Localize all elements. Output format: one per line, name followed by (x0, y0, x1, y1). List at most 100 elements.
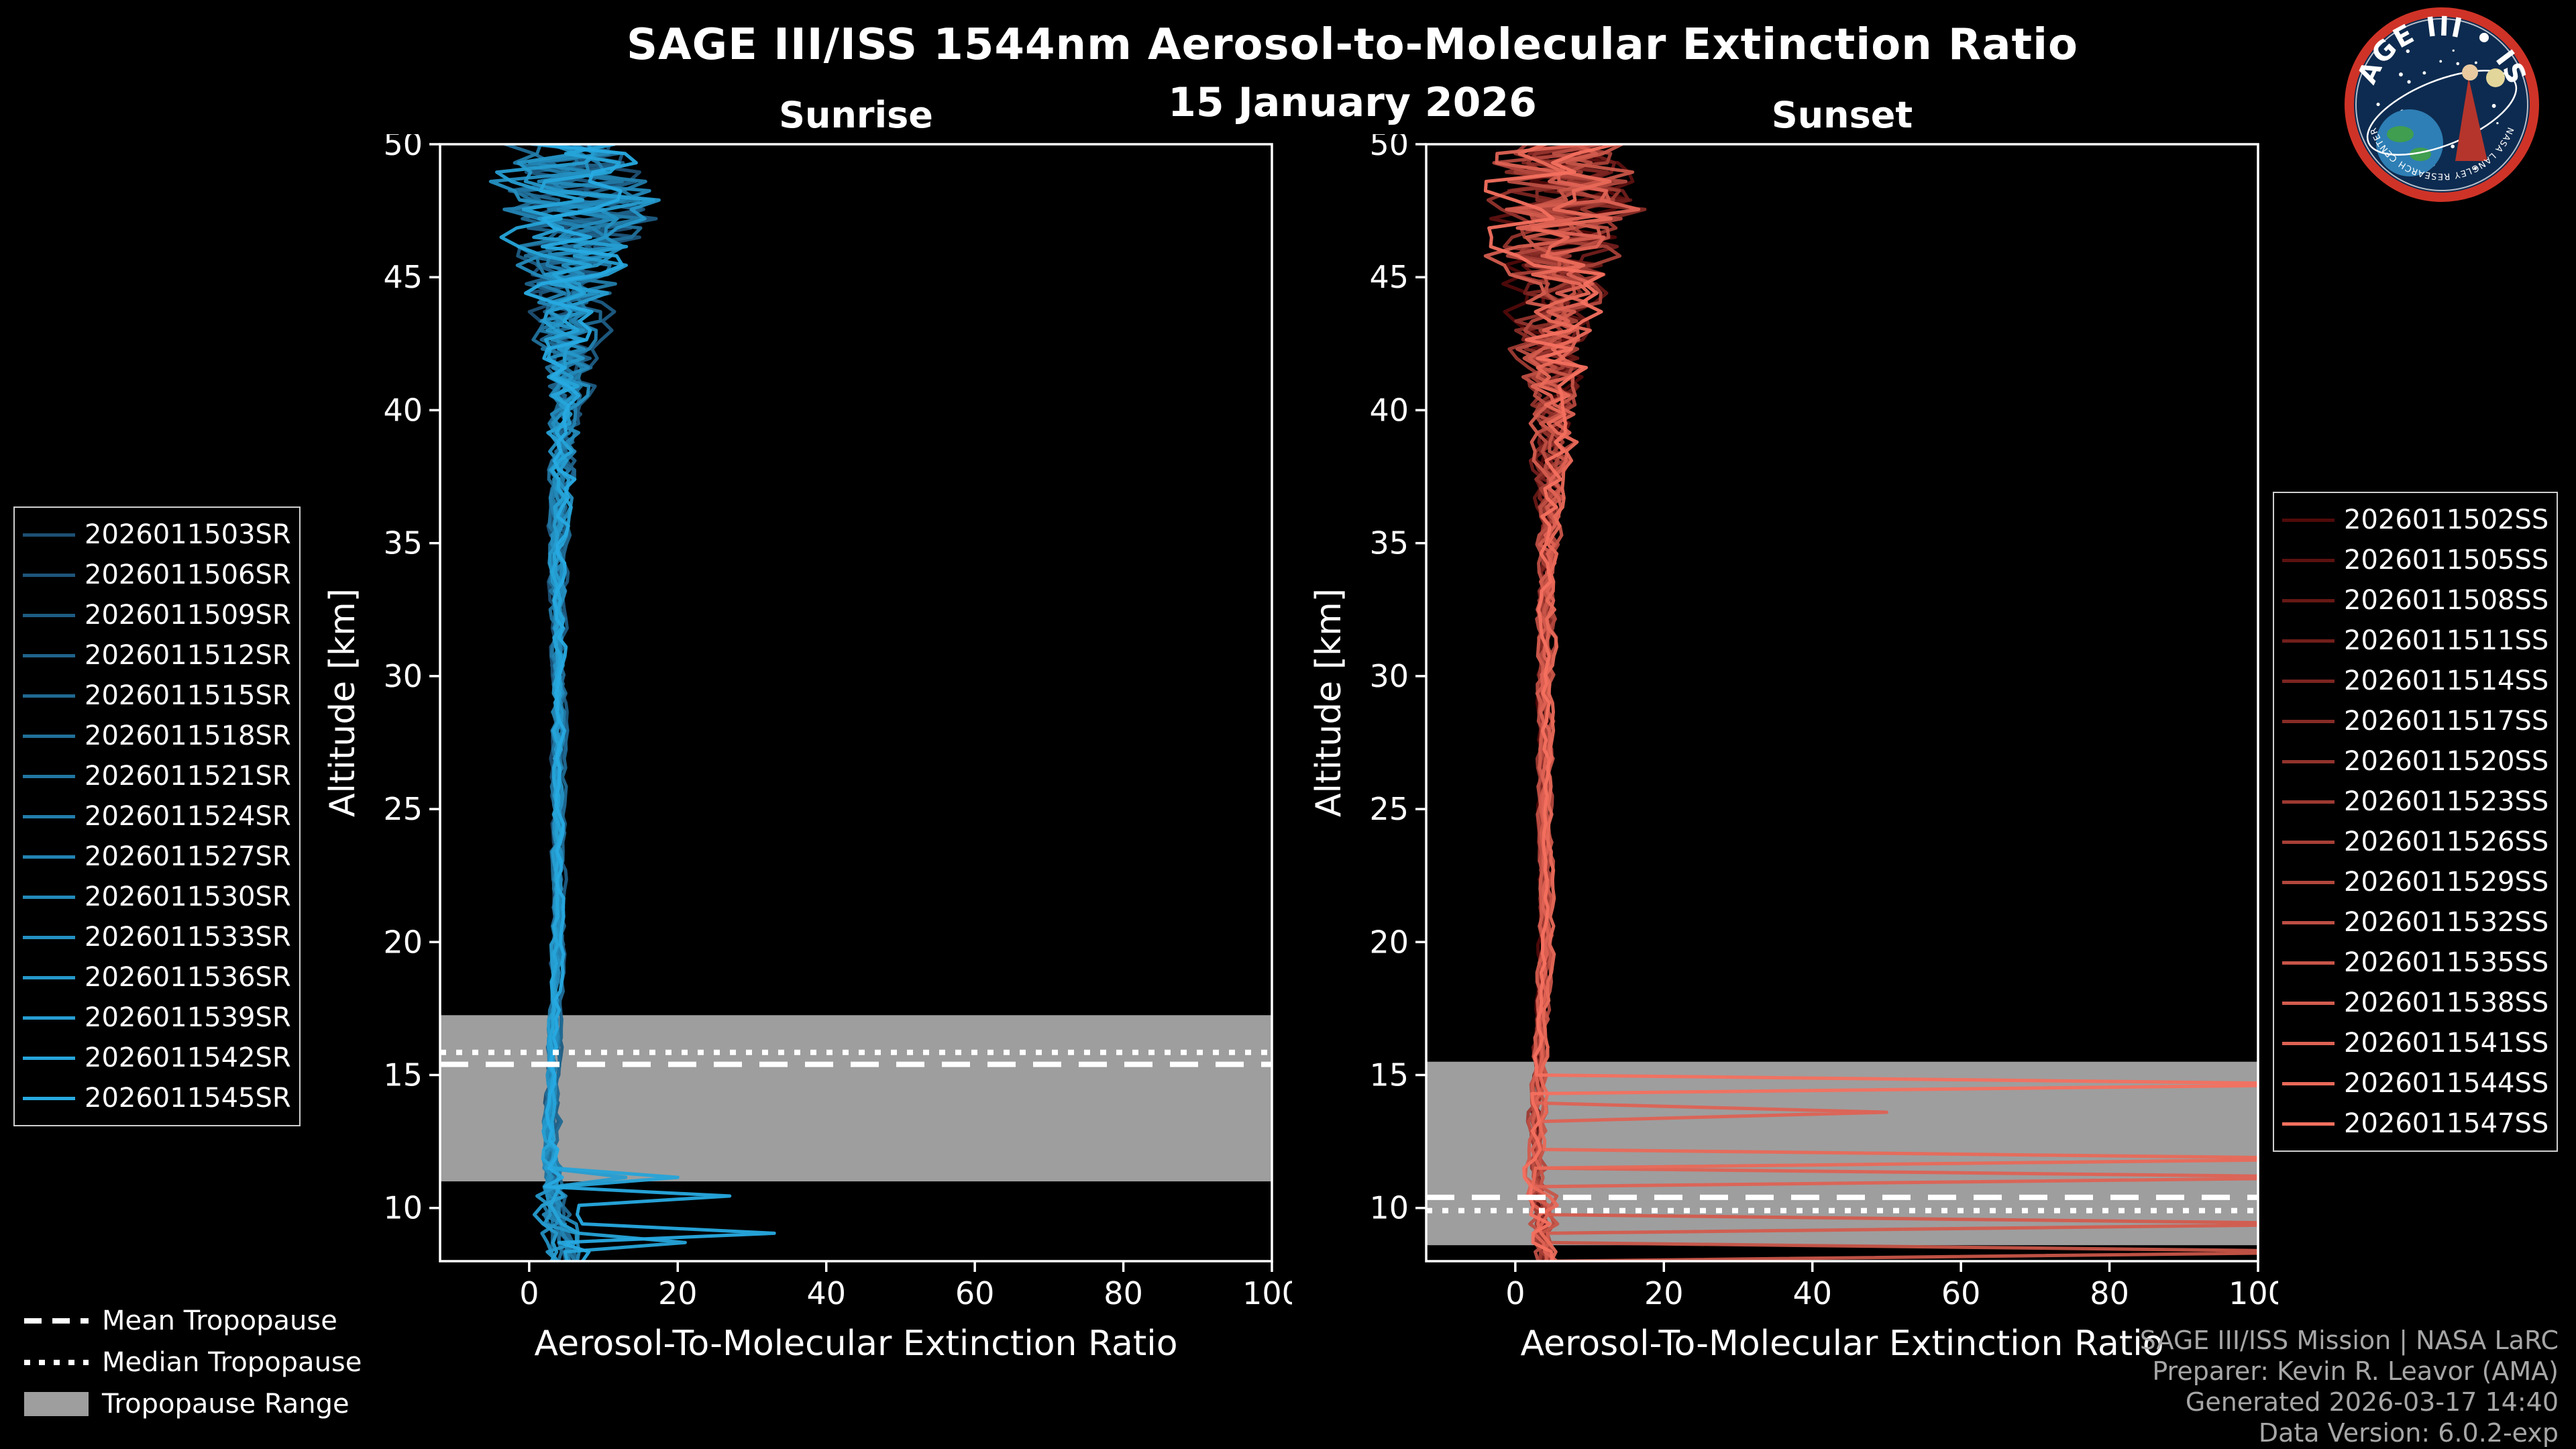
legend-item: 2026011518SR (23, 716, 291, 756)
legend-item: 2026011530SR (23, 877, 291, 917)
legend-label: 2026011533SR (85, 922, 291, 953)
legend-item-mean-tropopause: Mean Tropopause (24, 1305, 362, 1337)
credit-line: Generated 2026-03-17 14:40 (2185, 1387, 2559, 1417)
logo-star (2491, 103, 2496, 108)
legend-swatch (2282, 920, 2334, 924)
y-tick-label: 35 (383, 525, 423, 561)
legend-item: 2026011529SS (2282, 862, 2548, 902)
legend-label: 2026011518SR (85, 720, 291, 751)
legend-item: 2026011512SR (23, 635, 291, 676)
legend-swatch (23, 653, 75, 657)
legend-swatch (23, 774, 75, 778)
legend-item-median-tropopause: Median Tropopause (24, 1346, 362, 1379)
legend-item: 2026011520SS (2282, 741, 2548, 782)
legend-swatch (2282, 558, 2334, 562)
legend-label: 2026011538SS (2344, 987, 2549, 1018)
legend-swatch (23, 975, 75, 979)
legend-item: 2026011536SR (23, 957, 291, 998)
logo-inner-ring (2355, 18, 2528, 191)
y-axis-label: Altitude [km] (323, 588, 363, 817)
x-tick-label: 100 (2229, 1275, 2278, 1311)
figure-title: SAGE III/ISS 1544nm Aerosol-to-Molecular… (627, 20, 2078, 70)
legend-item: 2026011506SR (23, 555, 291, 595)
legend-swatch (2282, 639, 2334, 643)
range-swatch (24, 1392, 89, 1416)
legend-item: 2026011527SR (23, 837, 291, 877)
legend-swatch (2282, 759, 2334, 763)
sunset-plot: 0 20 40 60 80 100 10 15 20 25 30 35 40 45 50 Aerosol-To… (1309, 134, 2278, 1364)
legend-swatch (23, 533, 75, 537)
dashed-line-swatch (24, 1318, 89, 1324)
y-tick-label: 20 (383, 924, 423, 960)
series-group (1483, 144, 2258, 1261)
y-tick-label: 15 (1369, 1057, 1409, 1093)
legend-swatch (23, 734, 75, 738)
legend-item: 2026011508SS (2282, 580, 2548, 621)
legend-swatch (23, 814, 75, 818)
logo-star (2407, 80, 2411, 84)
legend-swatch (23, 1096, 75, 1100)
legend-label: 2026011512SR (85, 640, 291, 671)
logo-star (2406, 49, 2410, 53)
legend-label: 2026011539SR (85, 1002, 291, 1033)
legend-item: 2026011545SR (23, 1078, 291, 1118)
logo-star (2422, 71, 2426, 75)
legend-swatch (2282, 1081, 2334, 1085)
logo-star (2456, 62, 2460, 66)
y-tick-label: 20 (1369, 924, 1409, 960)
legend-swatch (2282, 518, 2334, 522)
legend-item: 2026011514SS (2282, 661, 2548, 701)
y-tick-label: 25 (383, 791, 423, 827)
y-tick-label: 30 (1369, 658, 1409, 694)
legend-item: 2026011517SS (2282, 701, 2548, 741)
legend-swatch (2282, 598, 2334, 602)
legend-label: 2026011524SR (85, 801, 291, 832)
y-tick-label: 10 (383, 1190, 423, 1226)
legend-item: 2026011502SS (2282, 500, 2548, 540)
x-axis-label: Aerosol-To-Molecular Extinction Ratio (1520, 1324, 2163, 1364)
legend-label: 2026011503SR (85, 519, 291, 550)
y-tick-label: 45 (383, 259, 423, 295)
y-axis-label: Altitude [km] (1309, 588, 1349, 817)
legend-item-tropopause-range: Tropopause Range (24, 1388, 362, 1420)
y-tick-label: 25 (1369, 791, 1409, 827)
figure-date: 15 January 2026 (1168, 79, 1537, 126)
x-tick-label: 80 (1104, 1275, 1143, 1311)
logo-star (2398, 72, 2403, 76)
x-tick-label: 40 (1792, 1275, 1832, 1311)
legend-swatch (23, 935, 75, 939)
legend-item: 2026011535SS (2282, 943, 2548, 983)
legend-label: 2026011509SR (85, 600, 291, 631)
legend-item: 2026011515SR (23, 676, 291, 716)
legend-item: 2026011526SS (2282, 822, 2548, 862)
legend-swatch (2282, 1122, 2334, 1126)
legend-swatch (23, 573, 75, 577)
legend-label: 2026011514SS (2344, 665, 2549, 696)
plot-frame (1425, 143, 2259, 1263)
legend-sunset: 2026011502SS 2026011505SS 2026011508SS 2026… (2273, 492, 2559, 1152)
logo-orbit (2366, 70, 2518, 156)
y-tick-label: 40 (1369, 392, 1409, 428)
x-tick-label: 40 (806, 1275, 846, 1311)
legend-item: 2026011539SR (23, 998, 291, 1038)
x-tick-label: 100 (1242, 1275, 1292, 1311)
legend-swatch (2282, 880, 2334, 884)
legend-swatch (23, 1056, 75, 1060)
legend-label: 2026011530SR (85, 881, 291, 912)
legend-item: 2026011524SR (23, 796, 291, 837)
credit-line: Preparer: Kevin R. Leavor (AMA) (2152, 1356, 2559, 1386)
x-tick-label: 0 (1505, 1275, 1525, 1311)
y-tick-label: 35 (1369, 525, 1409, 561)
x-tick-label: 20 (658, 1275, 698, 1311)
legend-item: 2026011538SS (2282, 983, 2548, 1023)
dotted-line-swatch (24, 1360, 89, 1365)
legend-swatch (2282, 800, 2334, 804)
y-tick-label: 15 (383, 1057, 423, 1093)
tropopause-legend: Mean Tropopause Median Tropopause Tropop… (24, 1305, 362, 1420)
legend-label: Tropopause Range (102, 1389, 350, 1419)
legend-label: 2026011523SS (2344, 786, 2549, 817)
logo-moon (2486, 68, 2505, 87)
legend-label: 2026011542SR (85, 1042, 291, 1073)
